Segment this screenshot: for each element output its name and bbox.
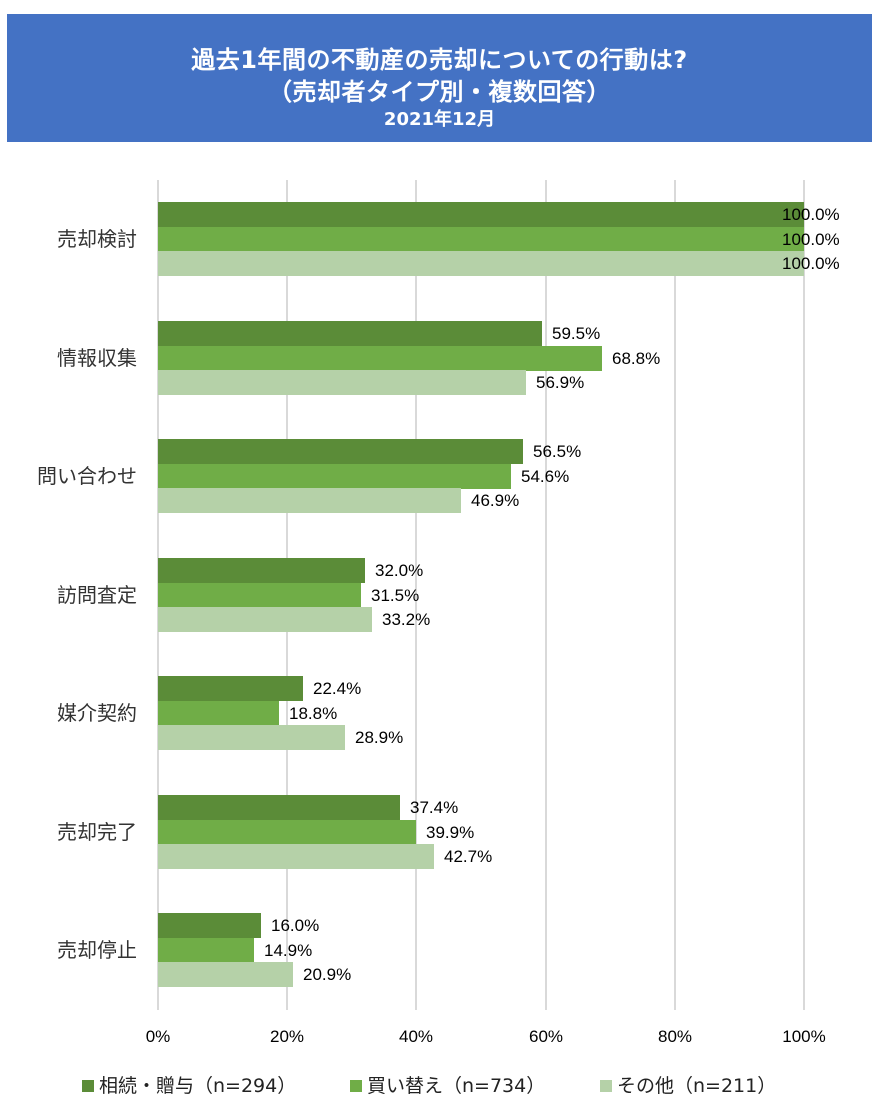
value-label: 39.9%	[426, 822, 475, 842]
value-label: 100.0%	[782, 205, 840, 224]
x-tick-label: 80%	[657, 1027, 693, 1046]
legend-item-inheritance[interactable]: 相続・贈与（n=294）	[82, 1072, 296, 1100]
category-label: 売却検討	[57, 227, 137, 251]
bar	[158, 202, 804, 227]
legend-label: その他（n=211）	[617, 1075, 777, 1097]
value-label: 37.4%	[410, 798, 459, 817]
x-tick-label: 60%	[528, 1027, 564, 1046]
gridline-40	[415, 180, 417, 1010]
legend-swatch-icon	[350, 1080, 362, 1092]
bar	[158, 962, 293, 988]
bar	[158, 370, 526, 396]
gridline-60	[545, 180, 547, 1010]
legend-swatch-icon	[600, 1080, 612, 1092]
bar	[158, 844, 434, 870]
bar	[158, 226, 804, 252]
category-label: 売却停止	[57, 938, 137, 962]
value-label: 100.0%	[782, 254, 840, 274]
value-label: 54.6%	[521, 466, 570, 486]
category-label: 訪問査定	[57, 583, 137, 607]
value-label: 20.9%	[303, 965, 352, 985]
category-label: 問い合わせ	[37, 464, 137, 488]
legend-label: 買い替え（n=734）	[367, 1075, 546, 1097]
chart-date: 2021年12月	[383, 109, 496, 130]
chart-subtitle: （売却者タイプ別・複数回答）	[268, 78, 611, 106]
legend-item-other[interactable]: その他（n=211）	[600, 1072, 776, 1100]
value-label: 42.7%	[444, 847, 493, 867]
bar	[158, 819, 416, 845]
bar	[158, 725, 345, 751]
value-label: 22.4%	[313, 679, 362, 698]
bar	[158, 488, 461, 514]
bar	[158, 582, 361, 608]
bar	[158, 795, 400, 820]
bar	[158, 321, 542, 346]
value-label: 46.9%	[471, 491, 520, 511]
bar	[158, 251, 804, 277]
bar	[158, 937, 254, 963]
x-tick-label: 100%	[782, 1027, 826, 1046]
legend-label: 相続・贈与（n=294）	[99, 1075, 297, 1097]
value-label: 68.8%	[612, 348, 661, 368]
value-label: 32.0%	[375, 561, 424, 580]
category-label: 情報収集	[57, 346, 137, 370]
category-label: 売却完了	[57, 820, 137, 844]
value-label: 33.2%	[382, 610, 431, 630]
bar	[158, 700, 279, 726]
x-tick-label: 40%	[398, 1027, 434, 1046]
bar	[158, 913, 261, 938]
bar	[158, 345, 602, 371]
gridline-100	[803, 180, 805, 1010]
value-label: 59.5%	[552, 324, 601, 343]
value-label: 14.9%	[264, 940, 313, 960]
bar	[158, 439, 523, 464]
bar	[158, 558, 365, 583]
bar	[158, 463, 511, 489]
value-label: 56.5%	[533, 442, 582, 461]
category-label: 媒介契約	[57, 701, 137, 725]
chart-title: 過去1年間の不動産の売却についての行動は?	[191, 46, 688, 74]
title-banner: 過去1年間の不動産の売却についての行動は? （売却者タイプ別・複数回答） 202…	[7, 14, 872, 142]
value-label: 31.5%	[371, 585, 420, 605]
value-label: 100.0%	[782, 229, 840, 249]
value-label: 18.8%	[289, 703, 338, 723]
value-label: 28.9%	[355, 728, 404, 748]
legend-item-replacement[interactable]: 買い替え（n=734）	[350, 1072, 545, 1100]
value-label: 16.0%	[271, 916, 320, 935]
gridline-80	[674, 180, 676, 1010]
legend: 相続・贈与（n=294） 買い替え（n=734） その他（n=211）	[0, 1072, 880, 1100]
bar	[158, 676, 303, 701]
x-tick-label: 0%	[145, 1027, 171, 1046]
bar	[158, 607, 372, 633]
x-tick-label: 20%	[269, 1027, 305, 1046]
value-label: 56.9%	[536, 373, 585, 393]
legend-swatch-icon	[82, 1080, 94, 1092]
